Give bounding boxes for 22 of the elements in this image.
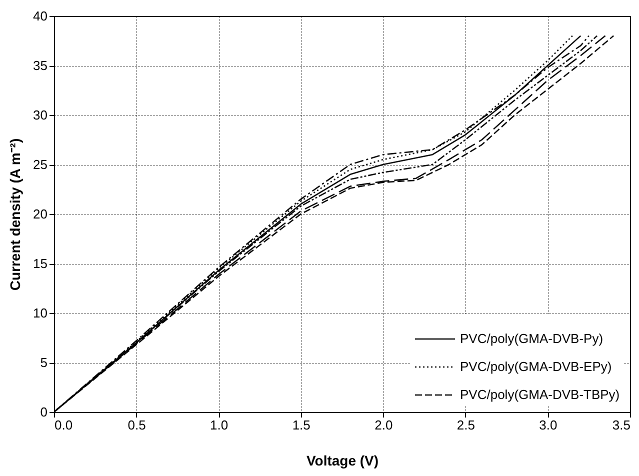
x-tick-label: 0.0 — [54, 418, 73, 432]
y-tick-label: 35 — [33, 58, 48, 73]
y-tick-label: 20 — [33, 206, 48, 222]
y-tick-label: 15 — [33, 256, 48, 271]
x-tick-label: 1.5 — [292, 418, 310, 432]
y-tick-label: 0 — [40, 404, 48, 420]
y-tick-label: 30 — [33, 108, 48, 122]
x-tick-label: 2.0 — [374, 418, 393, 432]
y-tick-label: 40 — [33, 8, 48, 24]
y-tick-label: 5 — [40, 355, 48, 370]
y-tick-label: 25 — [33, 157, 48, 172]
legend-label: PVC/poly(GMA-DVB-TBPy) — [460, 387, 620, 402]
x-tick-label: 1.0 — [210, 418, 228, 432]
y-axis-title: Current density (A m⁻²) — [7, 138, 24, 291]
legend-label: PVC/poly(GMA-DVB-EPy) — [460, 359, 612, 374]
x-tick-label: 3.5 — [612, 418, 630, 432]
legend-label: PVC/poly(GMA-DVB-Py) — [460, 331, 604, 346]
x-tick-label: 0.5 — [128, 418, 146, 432]
x-axis-title: Voltage (V) — [306, 452, 379, 468]
x-tick-label: 2.5 — [456, 418, 475, 432]
x-tick-label: 3.0 — [539, 418, 558, 432]
y-tick-label: 10 — [33, 306, 48, 320]
